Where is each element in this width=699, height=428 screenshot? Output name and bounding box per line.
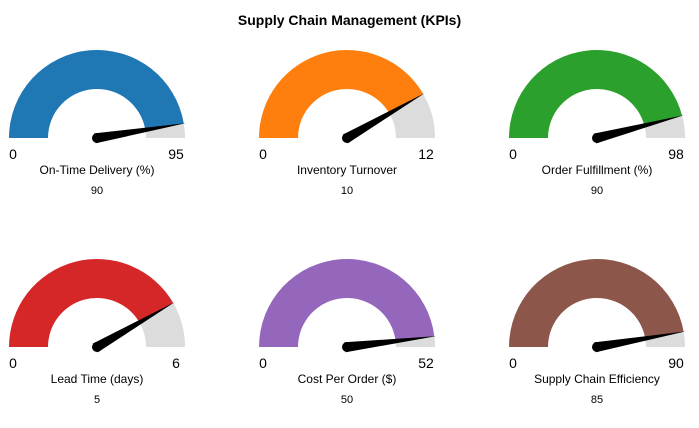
- gauge-needle: [92, 302, 175, 353]
- gauge-needle-hub: [342, 342, 352, 352]
- gauge-needle: [94, 123, 186, 144]
- gauge-max-label: 52: [418, 355, 434, 371]
- gauge-min-label: 0: [509, 146, 517, 162]
- gauge-value-arc: [9, 50, 184, 138]
- gauge-value-label: 90: [91, 185, 103, 197]
- gauge-needle-hub: [592, 133, 602, 143]
- gauge-needle: [344, 336, 437, 353]
- chart-title: Supply Chain Management (KPIs): [237, 12, 462, 28]
- gauge-value-arc: [259, 259, 435, 347]
- gauge-value-arc: [509, 258, 684, 347]
- gauge-value-arc: [259, 50, 424, 139]
- gauge: 0 95 On-Time Delivery (%) 90: [9, 50, 186, 197]
- gauge: 0 12 Inventory Turnover 10: [259, 50, 435, 197]
- gauge-min-label: 0: [9, 355, 17, 371]
- gauge: 0 52 Cost Per Order ($) 50: [259, 259, 437, 406]
- gauge-label: Lead Time (days): [51, 372, 144, 386]
- gauge-needle-hub: [342, 133, 352, 143]
- gauge-track: [395, 336, 435, 347]
- gauge-value-label: 10: [341, 185, 353, 197]
- gauge-value-label: 85: [591, 394, 603, 406]
- gauge: 0 6 Lead Time (days) 5: [9, 259, 185, 406]
- gauge-value-arc: [509, 49, 683, 139]
- gauge-needle-hub: [92, 342, 102, 352]
- gauge-max-label: 95: [168, 146, 184, 162]
- gauge-track: [145, 123, 185, 138]
- gauge: 0 90 Supply Chain Efficiency 85: [509, 258, 686, 406]
- gauge-max-label: 6: [172, 355, 180, 371]
- gauge-track: [139, 303, 185, 347]
- gauge-min-label: 0: [509, 355, 517, 371]
- gauge-value-label: 5: [94, 394, 100, 406]
- gauge-min-label: 0: [259, 355, 267, 371]
- gauge-label: Cost Per Order ($): [298, 372, 397, 386]
- gauge-needle-hub: [92, 133, 102, 143]
- gauge-track: [644, 115, 685, 138]
- gauge-max-label: 90: [668, 355, 684, 371]
- gauge-needle-hub: [592, 342, 602, 352]
- gauge-needle: [593, 115, 685, 144]
- gauge-label: On-Time Delivery (%): [40, 163, 155, 177]
- gauge-value-arc: [9, 259, 174, 347]
- gauge-value-label: 90: [591, 185, 603, 197]
- gauge: 0 98 Order Fulfillment (%) 90: [509, 49, 685, 197]
- gauge-max-label: 98: [668, 146, 684, 162]
- gauge-label: Order Fulfillment (%): [542, 163, 653, 177]
- gauge-min-label: 0: [9, 146, 17, 162]
- gauge-label: Inventory Turnover: [297, 163, 397, 177]
- gauge-min-label: 0: [259, 146, 267, 162]
- gauge-max-label: 12: [418, 146, 434, 162]
- gauge-needle: [342, 93, 425, 144]
- gauge-value-label: 50: [341, 394, 353, 406]
- gauge-track: [389, 94, 435, 138]
- gauge-label: Supply Chain Efficiency: [534, 372, 660, 386]
- gauge-track: [645, 331, 685, 347]
- gauge-needle: [594, 331, 686, 353]
